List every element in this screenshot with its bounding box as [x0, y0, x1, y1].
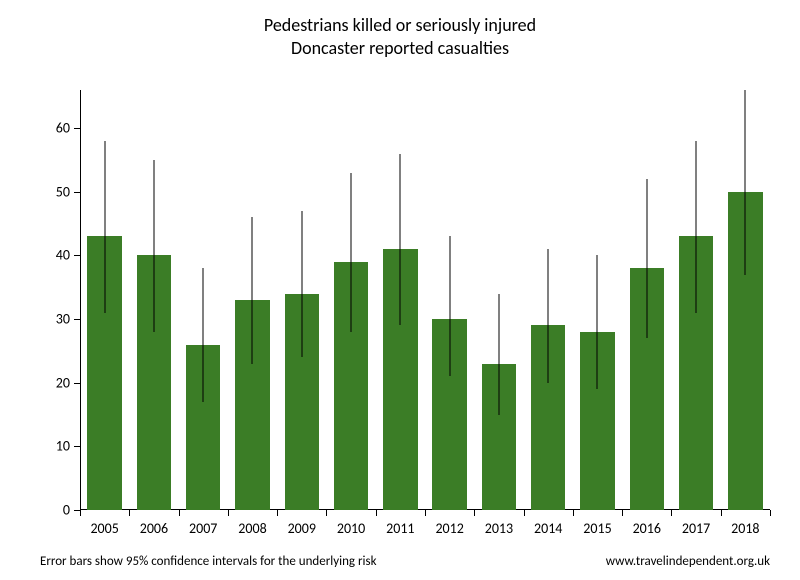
- bar-slot: 2005: [80, 90, 129, 510]
- error-bar: [351, 173, 352, 332]
- x-tick-mark: [326, 510, 327, 516]
- x-tick-label: 2018: [721, 520, 770, 537]
- x-tick-mark: [129, 510, 130, 516]
- bar-slot: 2018: [721, 90, 770, 510]
- title-line-1: Pedestrians killed or seriously injured: [0, 14, 800, 37]
- bar-slot: 2012: [425, 90, 474, 510]
- error-bar: [597, 255, 598, 389]
- x-tick-label: 2009: [277, 520, 326, 537]
- y-tick-label: 50: [56, 183, 70, 200]
- footer-link: www.travelindependent.org.uk: [606, 554, 770, 569]
- y-tick-label: 0: [63, 502, 70, 519]
- error-bar: [449, 236, 450, 376]
- bars-layer: 2005200620072008200920102011201220132014…: [80, 90, 770, 510]
- x-tick-label: 2010: [326, 520, 375, 537]
- bar-slot: 2007: [179, 90, 228, 510]
- chart-container: Pedestrians killed or seriously injured …: [0, 0, 800, 580]
- chart-title: Pedestrians killed or seriously injured …: [0, 14, 800, 59]
- error-bar: [548, 249, 549, 383]
- error-bar: [153, 160, 154, 332]
- error-bar: [400, 154, 401, 326]
- x-tick-mark: [425, 510, 426, 516]
- bar-slot: 2015: [573, 90, 622, 510]
- x-tick-label: 2015: [573, 520, 622, 537]
- y-tick-mark: [74, 319, 80, 320]
- error-bar: [646, 179, 647, 338]
- bar-slot: 2013: [474, 90, 523, 510]
- x-tick-mark: [277, 510, 278, 516]
- x-tick-label: 2011: [376, 520, 425, 537]
- x-tick-mark: [524, 510, 525, 516]
- x-tick-label: 2006: [129, 520, 178, 537]
- error-bar: [203, 268, 204, 402]
- x-tick-label: 2012: [425, 520, 474, 537]
- bar-slot: 2011: [376, 90, 425, 510]
- x-tick-label: 2005: [80, 520, 129, 537]
- error-bar: [498, 294, 499, 415]
- error-bar: [696, 141, 697, 313]
- y-tick-mark: [74, 128, 80, 129]
- bar-slot: 2008: [228, 90, 277, 510]
- bar-slot: 2017: [671, 90, 720, 510]
- footer-note: Error bars show 95% confidence intervals…: [40, 554, 377, 569]
- bar-slot: 2006: [129, 90, 178, 510]
- y-tick-label: 40: [56, 247, 70, 264]
- x-tick-mark: [573, 510, 574, 516]
- x-tick-label: 2013: [474, 520, 523, 537]
- y-tick-mark: [74, 383, 80, 384]
- plot-area: 2005200620072008200920102011201220132014…: [80, 90, 770, 510]
- x-tick-label: 2007: [179, 520, 228, 537]
- error-bar: [252, 217, 253, 363]
- x-tick-label: 2016: [622, 520, 671, 537]
- y-tick-label: 10: [56, 438, 70, 455]
- x-tick-mark: [228, 510, 229, 516]
- bar-slot: 2016: [622, 90, 671, 510]
- x-tick-mark: [622, 510, 623, 516]
- x-tick-mark: [376, 510, 377, 516]
- x-tick-label: 2017: [671, 520, 720, 537]
- bar-slot: 2010: [326, 90, 375, 510]
- x-tick-mark: [474, 510, 475, 516]
- y-tick-mark: [74, 446, 80, 447]
- x-tick-mark: [80, 510, 81, 516]
- x-tick-label: 2008: [228, 520, 277, 537]
- y-tick-mark: [74, 255, 80, 256]
- y-tick-label: 30: [56, 311, 70, 328]
- x-tick-label: 2014: [524, 520, 573, 537]
- x-tick-mark: [721, 510, 722, 516]
- bar-slot: 2014: [524, 90, 573, 510]
- y-tick-label: 20: [56, 374, 70, 391]
- x-tick-mark: [179, 510, 180, 516]
- y-tick-mark: [74, 192, 80, 193]
- bar-slot: 2009: [277, 90, 326, 510]
- y-tick-label: 60: [56, 120, 70, 137]
- error-bar: [745, 90, 746, 275]
- title-line-2: Doncaster reported casualties: [0, 37, 800, 60]
- x-tick-mark: [770, 510, 771, 516]
- x-tick-mark: [671, 510, 672, 516]
- error-bar: [301, 211, 302, 357]
- error-bar: [104, 141, 105, 313]
